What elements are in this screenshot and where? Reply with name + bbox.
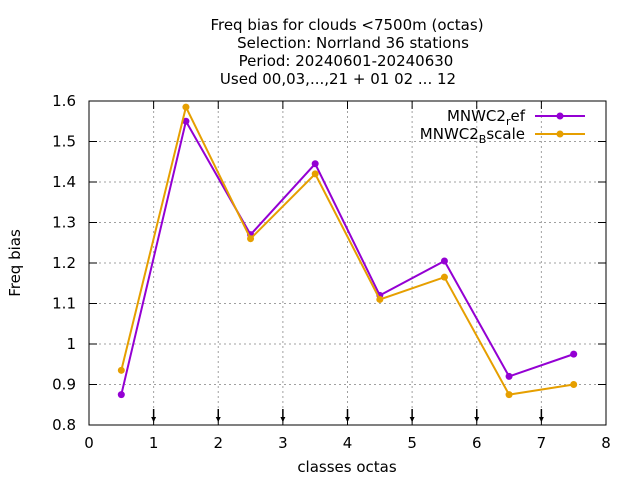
y-tick-label: 1.1 — [52, 295, 76, 313]
legend-swatch-point — [556, 130, 564, 138]
chart-title: Freq bias for clouds <7500m (octas) Sele… — [210, 16, 483, 88]
legend-label: MNWC2ref — [447, 107, 526, 128]
x-tick-label: 7 — [537, 434, 547, 452]
x-arrow-head — [409, 417, 415, 422]
y-tick-label: 1 — [66, 335, 76, 353]
data-point — [311, 160, 319, 168]
x-arrow-head — [151, 417, 157, 422]
legend-label: MNWC2Bscale — [420, 125, 525, 146]
data-point — [570, 381, 578, 388]
x-tick-label: 6 — [472, 434, 482, 452]
y-tick-label: 0.8 — [52, 416, 76, 434]
series-1 — [117, 117, 578, 399]
x-tick-label: 8 — [601, 434, 611, 452]
data-point — [182, 117, 190, 125]
x-tick-label: 3 — [278, 434, 288, 452]
series-2 — [117, 103, 578, 399]
title-line-4: Used 00,03,...,21 + 01 02 ... 12 — [220, 70, 456, 88]
data-point — [182, 103, 190, 111]
x-arrow-head — [280, 417, 286, 422]
data-point — [570, 350, 578, 358]
title-line-1: Freq bias for clouds <7500m (octas) — [210, 16, 483, 34]
x-tick-label: 2 — [213, 434, 223, 452]
x-tick-label: 4 — [343, 434, 353, 452]
x-axis-arrows — [151, 409, 544, 422]
y-tick-label: 1.5 — [52, 133, 76, 151]
x-tick-label: 5 — [407, 434, 417, 452]
legend-swatch-point — [556, 112, 564, 120]
tick-labels: 0.8 0.9 1 1.1 1.2 1.3 1.4 1.5 1.6 0 1 2 3 4 5 6 7 8 — [52, 92, 611, 452]
grid — [89, 101, 606, 425]
title-line-3: Period: 20240601-20240630 — [239, 52, 454, 70]
y-tick-label: 1.2 — [52, 254, 76, 272]
data-point — [247, 235, 255, 243]
data-point — [440, 273, 448, 281]
x-arrow-head — [215, 417, 221, 422]
data-point — [311, 170, 319, 178]
x-arrow-head — [538, 417, 544, 422]
data-point — [505, 391, 513, 399]
x-tick-label: 1 — [149, 434, 159, 452]
x-axis-label: classes octas — [297, 458, 397, 476]
data-point — [440, 257, 448, 265]
y-tick-label: 1.4 — [52, 173, 76, 191]
data-point — [376, 295, 384, 303]
title-line-2: Selection: Norrland 36 stations — [237, 34, 469, 52]
y-axis-label: Freq bias — [6, 229, 24, 297]
data-point — [505, 372, 513, 380]
x-arrow-head — [345, 417, 350, 422]
legend-item-2: MNWC2Bscale — [420, 125, 585, 146]
series-line — [120, 118, 575, 395]
y-tick-label: 0.9 — [52, 376, 76, 394]
x-tick-label: 0 — [84, 434, 94, 452]
x-arrow-head — [474, 417, 480, 422]
series-line — [120, 104, 574, 396]
y-tick-label: 1.3 — [52, 214, 76, 232]
y-tick-label: 1.6 — [52, 92, 76, 110]
data-point — [117, 366, 125, 374]
legend-item-1: MNWC2ref — [447, 107, 585, 128]
data-point — [117, 391, 125, 399]
series-group — [117, 103, 578, 399]
